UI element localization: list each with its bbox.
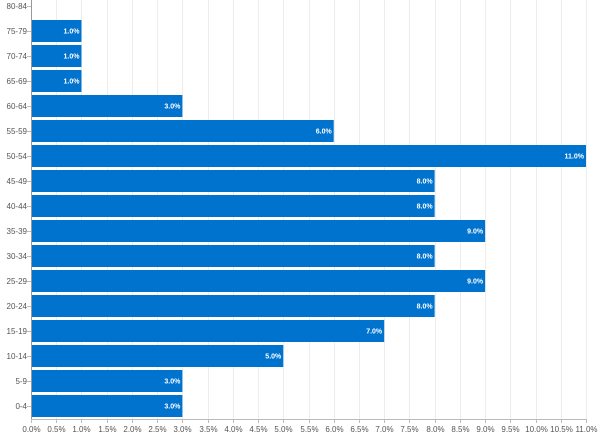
bar[interactable] [32,95,183,117]
x-tick-label: 7.0% [375,425,393,434]
bar-value-label: 7.0% [366,329,383,336]
bar-value-label: 11.0% [565,154,585,161]
category-label: 75-79 [7,27,28,36]
bar[interactable] [32,70,82,92]
x-tick-label: 7.5% [400,425,418,434]
bar-value-label: 3.0% [164,379,181,386]
bar[interactable] [32,370,183,392]
category-label: 10-14 [7,352,28,361]
category-label: 60-64 [7,102,28,111]
bar-value-label: 5.0% [265,354,282,361]
category-label: 80-84 [7,2,28,11]
category-label: 55-59 [7,127,28,136]
category-label: 40-44 [7,202,28,211]
bar-value-label: 6.0% [316,129,333,136]
bar-value-label: 1.0% [63,54,80,61]
category-label: 45-49 [7,177,28,186]
bar-value-label: 3.0% [164,404,181,411]
x-tick-label: 1.5% [98,425,116,434]
x-tick-label: 10.5% [550,425,573,434]
bar[interactable] [32,295,435,317]
x-tick-label: 2.0% [123,425,141,434]
bar-value-label: 9.0% [467,279,484,286]
bar[interactable] [32,120,334,142]
x-tick-label: 9.5% [501,425,519,434]
category-label: 5-9 [15,377,27,386]
x-tick-label: 5.5% [300,425,318,434]
x-tick-label: 11.0% [575,425,597,434]
labels: 0.0% 0.5% 1.0% 1.5% 2.0% 2.5% 3.0% 3.5% 4.0% 4.5%… [7,2,598,434]
category-label: 20-24 [7,302,28,311]
bar-value-label: 8.0% [417,179,434,186]
bar[interactable] [32,195,435,217]
category-label: 25-29 [7,277,28,286]
bar-value-label: 3.0% [164,104,181,111]
x-tick-label: 0.0% [22,425,40,434]
category-label: 50-54 [7,152,28,161]
bar-value-label: 8.0% [417,254,434,261]
axes [27,0,587,423]
x-tick-label: 10.0% [525,425,548,434]
bars [32,20,586,417]
x-tick-label: 3.0% [173,425,191,434]
bar-value-label: 8.0% [417,204,434,211]
category-label: 0-4 [15,402,27,411]
bar-value-label: 8.0% [417,304,434,311]
category-label: 70-74 [7,52,28,61]
bar[interactable] [32,395,183,417]
category-label: 30-34 [7,252,28,261]
bar[interactable] [32,20,82,42]
bar[interactable] [32,345,284,367]
bar-value-label: 1.0% [63,79,80,86]
bar[interactable] [32,220,486,242]
bar[interactable] [32,170,435,192]
bar[interactable] [32,45,82,67]
category-label: 35-39 [7,227,28,236]
x-tick-label: 3.5% [199,425,217,434]
bar[interactable] [32,270,486,292]
x-tick-label: 8.0% [426,425,444,434]
x-tick-label: 6.0% [325,425,343,434]
bar-value-label: 9.0% [467,229,484,236]
x-tick-label: 5.0% [274,425,292,434]
bar[interactable] [32,320,385,342]
category-label: 65-69 [7,77,28,86]
x-tick-label: 4.0% [224,425,242,434]
x-tick-label: 1.0% [72,425,90,434]
x-tick-label: 8.5% [451,425,469,434]
x-tick-label: 0.5% [47,425,65,434]
bar[interactable] [32,245,435,267]
x-tick-label: 2.5% [148,425,166,434]
bar[interactable] [32,145,586,167]
bar-value-label: 1.0% [63,29,80,36]
x-tick-label: 4.5% [249,425,267,434]
x-tick-label: 6.5% [350,425,368,434]
category-label: 15-19 [7,327,28,336]
x-tick-label: 9.0% [476,425,494,434]
